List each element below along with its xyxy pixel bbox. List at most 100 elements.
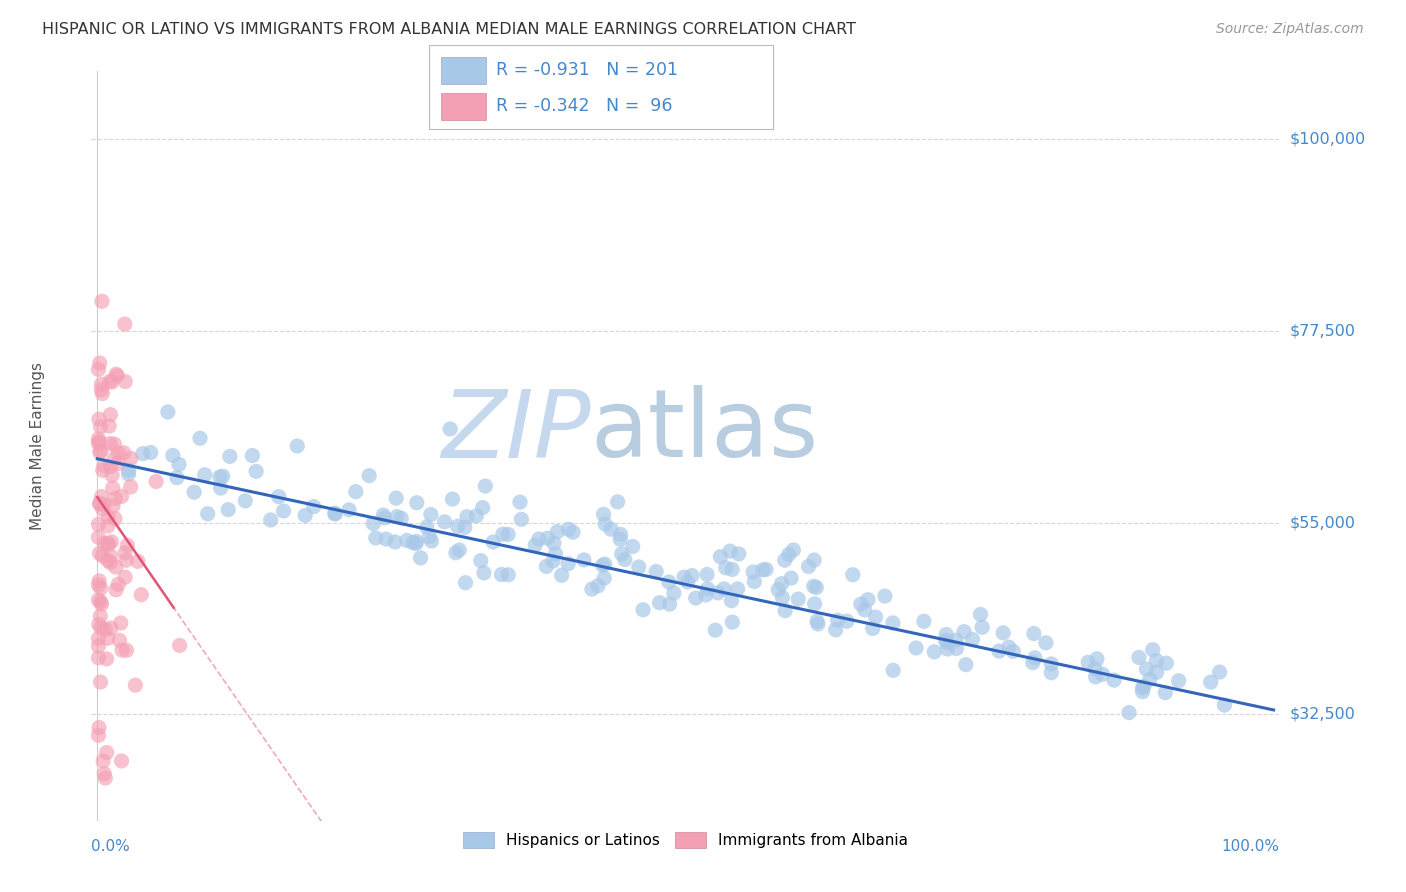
Point bbox=[91, 463, 114, 477]
Point bbox=[93, 458, 115, 473]
Point bbox=[361, 516, 384, 531]
Point bbox=[87, 593, 110, 607]
Point bbox=[112, 446, 135, 460]
Point bbox=[419, 508, 441, 522]
Point bbox=[803, 597, 825, 611]
Point bbox=[491, 567, 513, 582]
Point bbox=[87, 639, 110, 653]
Point bbox=[496, 527, 519, 541]
Point bbox=[862, 621, 884, 635]
Point bbox=[1133, 679, 1156, 693]
Point bbox=[162, 449, 184, 463]
Point bbox=[1084, 670, 1107, 684]
Point bbox=[100, 621, 122, 635]
Point bbox=[90, 595, 112, 609]
Point bbox=[865, 610, 887, 624]
Point bbox=[167, 458, 190, 472]
Point bbox=[127, 554, 149, 568]
Point bbox=[536, 559, 558, 574]
Point bbox=[107, 577, 129, 591]
Point bbox=[405, 534, 427, 549]
Point bbox=[709, 549, 731, 564]
Text: R = -0.931   N = 201: R = -0.931 N = 201 bbox=[496, 62, 678, 79]
Point bbox=[90, 377, 112, 392]
Point bbox=[93, 498, 115, 512]
Point bbox=[658, 597, 681, 611]
Text: R = -0.342   N =  96: R = -0.342 N = 96 bbox=[496, 97, 673, 115]
Point bbox=[770, 591, 793, 605]
Point bbox=[87, 412, 110, 426]
Point bbox=[755, 562, 778, 576]
Point bbox=[912, 615, 935, 629]
Point bbox=[87, 362, 110, 376]
Point bbox=[145, 475, 167, 489]
Text: ZIP: ZIP bbox=[440, 385, 591, 476]
Point bbox=[1084, 662, 1107, 676]
Point bbox=[806, 614, 828, 628]
Point bbox=[90, 581, 112, 595]
Point bbox=[991, 626, 1014, 640]
Point bbox=[936, 636, 959, 650]
Text: $77,500: $77,500 bbox=[1289, 324, 1355, 339]
Point bbox=[96, 746, 118, 760]
Point bbox=[853, 603, 876, 617]
Point bbox=[827, 613, 849, 627]
Point bbox=[672, 570, 695, 584]
Point bbox=[681, 568, 703, 582]
Point bbox=[1156, 657, 1178, 671]
Point bbox=[527, 532, 550, 546]
Point bbox=[592, 558, 614, 573]
Point bbox=[104, 582, 127, 597]
Point bbox=[100, 556, 122, 570]
Point bbox=[610, 547, 633, 561]
Point bbox=[97, 519, 120, 533]
Point bbox=[721, 562, 744, 576]
Point bbox=[444, 546, 467, 560]
Point bbox=[945, 633, 967, 648]
Point bbox=[962, 632, 984, 647]
Point bbox=[87, 650, 110, 665]
Point bbox=[773, 604, 796, 618]
Point bbox=[337, 503, 360, 517]
Point bbox=[97, 537, 120, 551]
Point bbox=[194, 467, 217, 482]
Point bbox=[1022, 656, 1045, 670]
Point bbox=[592, 508, 614, 522]
Point bbox=[572, 553, 595, 567]
Point bbox=[87, 436, 110, 450]
Point bbox=[1085, 652, 1108, 666]
Point bbox=[557, 557, 579, 571]
Point bbox=[609, 533, 631, 547]
Point bbox=[103, 451, 125, 466]
Point bbox=[87, 530, 110, 544]
Point bbox=[110, 615, 132, 630]
Point bbox=[934, 633, 956, 648]
Point bbox=[209, 481, 232, 495]
Text: atlas: atlas bbox=[591, 385, 818, 477]
Point bbox=[395, 533, 418, 548]
Point bbox=[156, 405, 179, 419]
Point bbox=[110, 489, 132, 503]
Point bbox=[593, 517, 616, 532]
Point bbox=[562, 525, 585, 540]
Point bbox=[90, 419, 112, 434]
Point bbox=[1128, 650, 1150, 665]
Text: Median Male Earnings: Median Male Earnings bbox=[31, 362, 45, 530]
Point bbox=[546, 524, 568, 539]
Point bbox=[807, 617, 830, 632]
Point bbox=[169, 639, 191, 653]
Point bbox=[882, 664, 904, 678]
Point bbox=[105, 368, 128, 382]
Point bbox=[1024, 650, 1046, 665]
Point bbox=[89, 445, 111, 459]
Point bbox=[778, 548, 800, 562]
Point bbox=[107, 457, 129, 471]
Point bbox=[905, 640, 928, 655]
Point bbox=[1102, 673, 1125, 687]
Point bbox=[87, 517, 110, 532]
Point bbox=[509, 495, 531, 509]
Point bbox=[87, 721, 110, 735]
Point bbox=[470, 554, 492, 568]
Point bbox=[685, 591, 707, 605]
Point bbox=[433, 515, 456, 529]
